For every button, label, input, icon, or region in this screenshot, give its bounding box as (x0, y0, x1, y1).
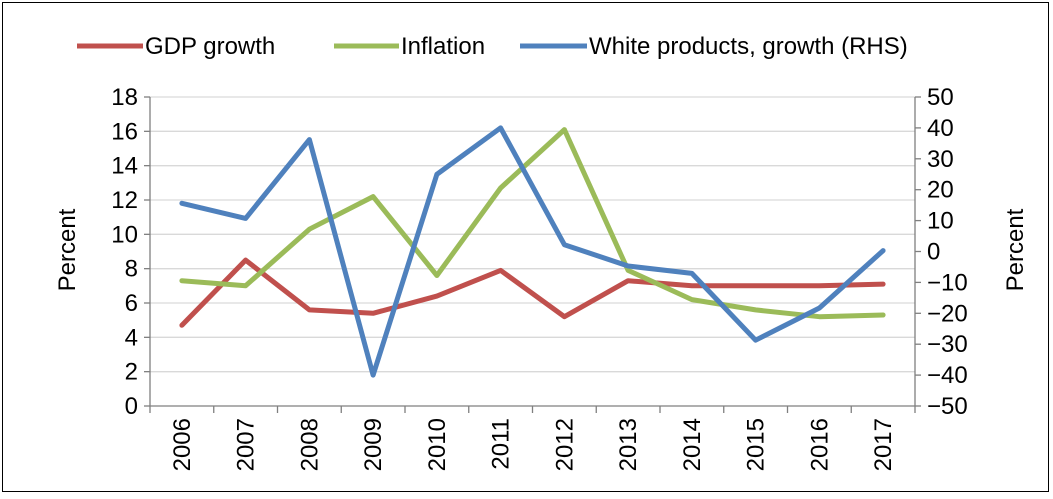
legend-label-inflation: Inflation (401, 33, 485, 60)
legend-label-white-products-growth-rhs: White products, growth (RHS) (589, 33, 908, 60)
x-tick-label: 2017 (870, 418, 897, 471)
y-left-axis-title: Percent (54, 208, 81, 291)
x-tick-label: 2015 (743, 418, 770, 471)
x-tick-label: 2014 (679, 418, 706, 471)
legend-label-gdp-growth: GDP growth (145, 33, 275, 60)
x-tick-label: 2016 (806, 418, 833, 471)
y-right-tick-label: 0 (927, 239, 940, 266)
y-right-tick-label: −50 (927, 393, 968, 420)
y-left-tick-label: 12 (111, 187, 138, 214)
y-left-tick-label: 8 (125, 256, 138, 283)
series-lines (179, 125, 886, 378)
series-line-gdp-growth (179, 257, 886, 328)
x-tick-label: 2013 (615, 418, 642, 471)
y-right-tick-label: 50 (927, 84, 954, 111)
legend: GDP growth Inflation White products, growt… (77, 33, 908, 60)
y-left-tick-label: 14 (111, 153, 138, 180)
y-right-tick-label: −10 (927, 269, 968, 296)
x-tick-label: 2009 (360, 418, 387, 471)
chart-frame: 0 2 4 6 8 10 12 14 16 18 −50 −40 −30 −20 −10 0 10 20 30 40… (2, 2, 1049, 492)
y-right-tick-label: −40 (927, 362, 968, 389)
y-right-tick-label: 10 (927, 208, 954, 235)
x-tick-label: 2008 (296, 418, 323, 471)
x-tick-label: 2011 (488, 418, 515, 470)
x-tick-label: 2010 (424, 418, 451, 471)
line-chart: 0 2 4 6 8 10 12 14 16 18 −50 −40 −30 −20 −10 0 10 20 30 40… (54, 33, 1029, 471)
y-right-axis-title: Percent (1002, 208, 1029, 291)
y-left-tick-label: 0 (125, 393, 138, 420)
y-right-tick-labels: −50 −40 −30 −20 −10 0 10 20 30 40 50 (927, 84, 968, 420)
y-left-tick-label: 6 (125, 290, 138, 317)
y-right-tick-label: 20 (927, 177, 954, 204)
series-line-inflation (179, 127, 886, 320)
y-left-tick-label: 18 (111, 84, 138, 111)
series-line-white-products-growth-rhs (179, 125, 886, 378)
gridlines (150, 96, 915, 373)
y-right-tick-label: −30 (927, 331, 968, 358)
x-tick-label: 2007 (233, 418, 260, 471)
y-left-tick-label: 16 (111, 118, 138, 145)
x-tick-label: 2012 (551, 418, 578, 471)
axes (144, 96, 921, 413)
y-left-tick-label: 4 (125, 324, 138, 351)
y-right-tick-label: −20 (927, 300, 968, 327)
x-tick-label: 2006 (169, 418, 196, 471)
y-left-tick-label: 10 (111, 221, 138, 248)
y-right-tick-label: 40 (927, 115, 954, 142)
y-left-tick-labels: 0 2 4 6 8 10 12 14 16 18 (111, 84, 138, 420)
y-left-tick-label: 2 (125, 359, 138, 386)
x-tick-labels: 2006 2007 2008 2009 2010 2011 2012 2013 2014 2015… (169, 418, 897, 471)
y-right-tick-label: 30 (927, 146, 954, 173)
